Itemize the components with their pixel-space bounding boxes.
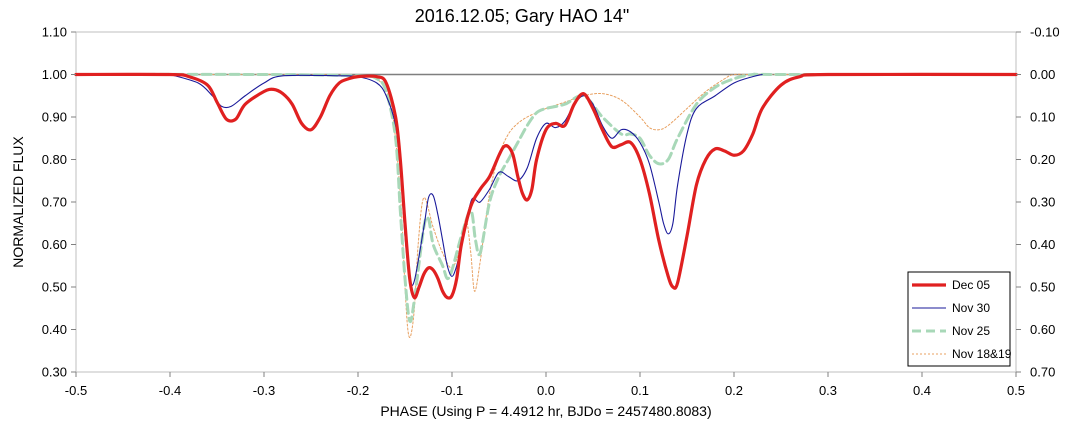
x-axis-ticks: -0.5 -0.4 -0.3 -0.2 -0.1 0.0 0.1 0.2 0.3 0.4 0.5: [65, 372, 1025, 398]
legend-label: Dec 05: [952, 278, 990, 292]
y2-tick-label: 0.40: [1030, 237, 1055, 252]
y-tick-label: 0.40: [42, 322, 67, 337]
x-tick-label: -0.5: [65, 383, 87, 398]
plot-area: [75, 31, 1017, 373]
series-line-dec-05: [74, 72, 1018, 300]
legend: Dec 05 Nov 30 Nov 25 Nov 18&19: [907, 271, 1012, 367]
series-line-nov-30: [169, 73, 763, 286]
y2-tick-label: 0.70: [1030, 365, 1055, 380]
plot-border: [75, 31, 1017, 373]
y-axis-ticks: 0.30 0.40 0.50 0.60 0.70 0.80 0.90 1.00 1.10: [42, 25, 76, 380]
y-tick-label: 0.80: [42, 152, 67, 167]
y-axis-title: NORMALIZED FLUX: [10, 136, 26, 268]
x-axis-title: PHASE (Using P = 4.4912 hr, BJDo = 24574…: [380, 403, 711, 419]
legend-box: [907, 271, 1011, 367]
series-line-nov-25: [74, 72, 1018, 324]
x-tick-label: -0.1: [441, 383, 463, 398]
y2-tick-label: -0.10: [1030, 25, 1060, 40]
y2-tick-label: 0.60: [1030, 322, 1055, 337]
x-tick-label: 0.3: [819, 383, 837, 398]
y-tick-label: 1.00: [42, 67, 67, 82]
x-tick-label: 0.0: [537, 383, 555, 398]
x-tick-label: -0.2: [347, 383, 369, 398]
y2-tick-label: 0.00: [1030, 67, 1055, 82]
y-tick-label: 1.10: [42, 25, 67, 40]
y2-tick-label: 0.20: [1030, 152, 1055, 167]
x-tick-label: 0.2: [725, 383, 743, 398]
series-line-nov-18-19: [75, 73, 1017, 338]
x-tick-label: -0.4: [159, 383, 181, 398]
x-tick-label: -0.3: [253, 383, 275, 398]
y2-tick-label: 0.50: [1030, 280, 1055, 295]
legend-label: Nov 18&19: [952, 347, 1012, 361]
x-tick-label: 0.5: [1007, 383, 1025, 398]
y-tick-label: 0.90: [42, 110, 67, 125]
x-tick-label: 0.4: [913, 383, 931, 398]
y-tick-label: 0.30: [42, 365, 67, 380]
y2-tick-label: 0.10: [1030, 110, 1055, 125]
y2-axis-ticks: 0.70 0.60 0.50 0.40 0.30 0.20 0.10 0.00 -0.10: [1016, 25, 1060, 380]
x-tick-label: 0.1: [631, 383, 649, 398]
y-tick-label: 0.60: [42, 237, 67, 252]
y2-tick-label: 0.30: [1030, 195, 1055, 210]
series-layer: [74, 72, 1018, 338]
y-tick-label: 0.70: [42, 195, 67, 210]
legend-label: Nov 25: [952, 324, 990, 338]
legend-label: Nov 30: [952, 301, 990, 315]
chart-title: 2016.12.05; Gary HAO 14": [415, 6, 630, 26]
y-tick-label: 0.50: [42, 280, 67, 295]
